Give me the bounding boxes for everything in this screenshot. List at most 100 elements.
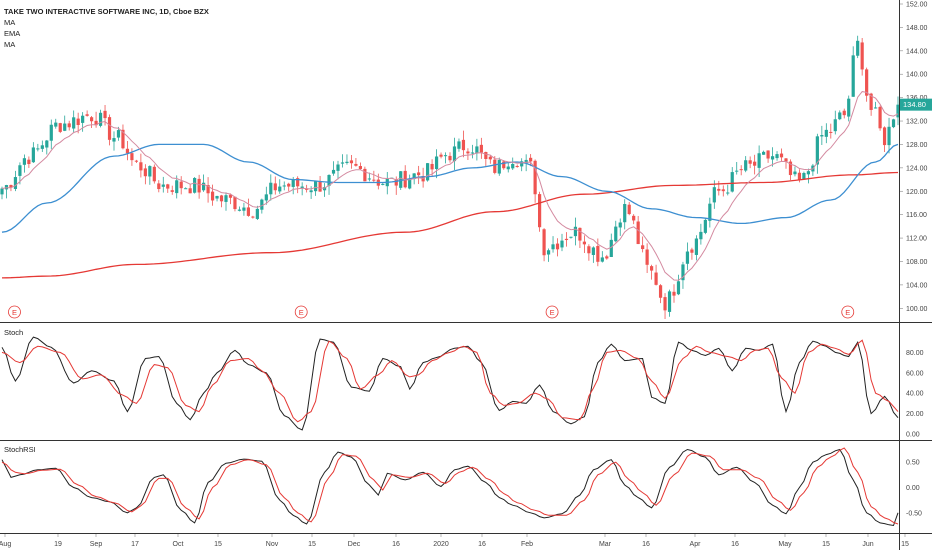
candle-body [847, 98, 851, 117]
price-tick-label: 148.00 [906, 25, 928, 32]
candle-body [555, 243, 560, 250]
candle-body [874, 107, 878, 109]
candle-body [632, 215, 636, 221]
candle-body [349, 160, 354, 164]
earnings-marker-label: E [845, 308, 850, 317]
candle-body [488, 156, 492, 160]
candle-body [367, 178, 371, 180]
candle-body [322, 187, 327, 191]
candle-body [726, 192, 730, 194]
candle-body [564, 238, 569, 241]
stoch-pane[interactable] [1, 336, 899, 431]
indicator-ma-label[interactable]: MA [4, 18, 15, 27]
candle-body [417, 172, 421, 176]
time-tick-label: 16 [392, 541, 400, 548]
time-tick-label: Nov [266, 541, 279, 548]
candle-body [887, 126, 891, 146]
candle-body [775, 154, 779, 159]
candle-body [251, 216, 255, 218]
price-tick-label: 100.00 [906, 306, 928, 313]
stochrsi-pane[interactable] [1, 447, 899, 527]
candle-body [757, 153, 761, 168]
time-tick-label: Oct [173, 541, 184, 548]
candle-body [22, 158, 26, 165]
candle-body [641, 245, 645, 250]
candle-body [748, 160, 752, 164]
earnings-marker-circle [841, 305, 855, 319]
candle-body [457, 141, 461, 149]
candle-body [587, 246, 591, 254]
candle-body [197, 178, 201, 193]
candle-body [237, 209, 242, 211]
candle-body [609, 239, 613, 257]
stochrsi-tick-label: 0.50 [906, 460, 920, 467]
candle-body [627, 204, 631, 215]
time-tick-label: Feb [521, 541, 533, 548]
symbol-title: TAKE TWO INTERACTIVE SOFTWARE INC, 1D, C… [4, 7, 209, 16]
candle-body [708, 203, 712, 221]
time-tick-label: 15 [822, 541, 830, 548]
earnings-marker[interactable]: E [8, 305, 21, 319]
earnings-marker[interactable]: E [545, 305, 559, 319]
candle-body [676, 281, 681, 295]
candle-body [314, 180, 318, 192]
time-tick-label: 19 [54, 541, 62, 548]
candle-body [470, 152, 474, 154]
time-tick-label: 15 [308, 541, 316, 548]
price-tick-label: 120.00 [906, 189, 928, 196]
candle-body [206, 185, 210, 194]
earnings-marker-circle [8, 305, 21, 319]
candle-body [184, 188, 188, 190]
candle-body [623, 204, 627, 223]
candle-body [546, 250, 551, 255]
candle-body [278, 186, 282, 192]
last-price-label: 134.80 [903, 100, 926, 109]
candle-body [94, 120, 98, 126]
candle-body [650, 266, 654, 271]
candle-body [282, 185, 286, 187]
candle-body [412, 173, 416, 180]
candle-body [219, 195, 224, 202]
price-tick-label: 144.00 [906, 48, 928, 55]
earnings-marker[interactable]: E [841, 305, 855, 319]
candle-body [18, 165, 22, 176]
stoch-d-line [1, 339, 899, 423]
candle-body [524, 159, 528, 164]
candle-body [806, 171, 810, 175]
candle-body [327, 174, 331, 186]
candle-body [193, 177, 197, 193]
candle-body [569, 236, 573, 238]
candle-body [860, 42, 864, 70]
candle-body [690, 249, 694, 253]
candle-body [45, 140, 49, 148]
candle-body [430, 163, 434, 170]
candle-body [766, 150, 770, 159]
time-tick-label: 16 [642, 541, 650, 548]
stoch-tick-label: 40.00 [906, 391, 924, 398]
candle-body [269, 182, 273, 195]
candle-body [614, 226, 618, 242]
candle-body [170, 190, 174, 192]
candle-body [264, 194, 268, 201]
price-tick-label: 104.00 [906, 282, 928, 289]
indicator-ma2-label[interactable]: MA [4, 40, 15, 49]
earnings-marker[interactable]: E [294, 305, 308, 319]
indicator-ema-label[interactable]: EMA [4, 29, 20, 38]
time-tick-label: Dec [348, 541, 361, 548]
candle-body [148, 166, 152, 177]
price-tick-label: 116.00 [906, 212, 927, 219]
candle-body [797, 172, 802, 180]
candle-body [426, 163, 430, 181]
candle-body [318, 181, 322, 192]
candle-body [40, 145, 44, 149]
candle-body [685, 251, 690, 264]
candle-body [681, 264, 685, 281]
candle-body [175, 180, 179, 194]
candle-body [9, 184, 13, 188]
candle-body [865, 69, 869, 96]
candle-body [255, 208, 259, 219]
price-tick-label: 140.00 [906, 72, 928, 79]
candle-body [63, 123, 67, 131]
